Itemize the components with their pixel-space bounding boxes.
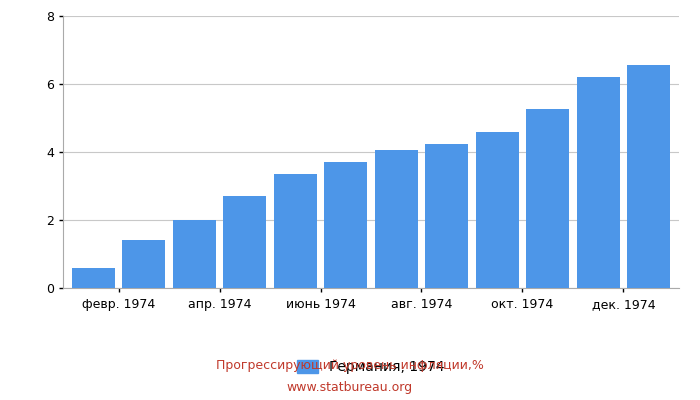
Bar	[173, 220, 216, 288]
Bar	[324, 162, 368, 288]
Legend: Германия, 1974: Германия, 1974	[292, 355, 450, 380]
Bar	[274, 174, 316, 288]
Text: www.statbureau.org: www.statbureau.org	[287, 381, 413, 394]
Bar	[374, 150, 418, 288]
Bar	[577, 77, 620, 288]
Text: Прогрессирующий уровень инфляции,%: Прогрессирующий уровень инфляции,%	[216, 360, 484, 372]
Bar	[526, 109, 569, 288]
Bar	[72, 268, 115, 288]
Bar	[476, 132, 519, 288]
Bar	[223, 196, 266, 288]
Bar	[426, 144, 468, 288]
Bar	[627, 65, 670, 288]
Bar	[122, 240, 165, 288]
